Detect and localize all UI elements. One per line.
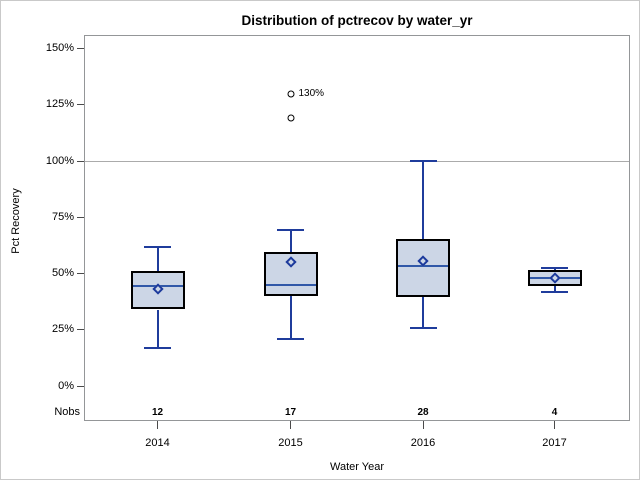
x-tick-label: 2014	[145, 437, 170, 449]
whisker-cap-upper	[144, 245, 171, 248]
y-tick	[77, 160, 84, 162]
whisker-stem-lower	[289, 296, 292, 339]
x-axis-label: Water Year	[329, 461, 384, 473]
nobs-value: 4	[551, 407, 558, 418]
outlier-point	[287, 114, 294, 122]
y-tick	[77, 273, 84, 275]
chart-title: Distribution of pctrecov by water_yr	[241, 13, 473, 28]
outlier-point	[287, 90, 294, 98]
box	[396, 238, 450, 298]
y-tick	[77, 48, 84, 50]
y-tick-label: 100%	[45, 154, 74, 167]
box	[130, 271, 185, 310]
x-tick-label: 2017	[542, 437, 567, 449]
y-tick-label: 50%	[51, 267, 74, 280]
y-tick	[77, 216, 84, 218]
whisker-cap-upper	[409, 160, 437, 163]
whisker-cap-lower	[409, 326, 437, 329]
y-tick	[77, 329, 84, 331]
y-tick	[77, 385, 84, 387]
whisker-cap-lower	[144, 346, 171, 349]
x-tick-label: 2015	[278, 437, 303, 449]
whisker-stem-lower	[422, 297, 424, 328]
nobs-row-label: Nobs	[54, 406, 80, 418]
x-tick	[157, 421, 158, 429]
nobs-value: 28	[417, 407, 429, 418]
y-tick-label: 0%	[58, 379, 74, 392]
x-tick	[422, 421, 424, 429]
whisker-cap-lower	[277, 337, 304, 340]
whisker-stem-lower	[156, 309, 159, 348]
x-tick	[554, 421, 555, 429]
x-tick	[290, 421, 291, 429]
nobs-value: 12	[151, 407, 164, 418]
y-tick-label: 150%	[45, 42, 74, 55]
whisker-stem-upper	[553, 267, 556, 271]
whisker-stem-upper	[156, 246, 159, 272]
y-tick	[77, 104, 84, 106]
whisker-stem-upper	[289, 229, 292, 253]
x-tick-label: 2016	[410, 437, 436, 449]
nobs-value: 17	[284, 407, 297, 418]
whisker-stem-upper	[422, 161, 424, 239]
plot-area	[84, 35, 630, 421]
reference-line-100	[85, 161, 629, 163]
median-line	[265, 283, 316, 286]
y-tick-label: 125%	[45, 98, 74, 111]
outlier-label: 130%	[298, 87, 325, 99]
y-tick-label: 25%	[51, 323, 74, 336]
y-axis-label: Pct Recovery	[10, 188, 22, 254]
whisker-cap-lower	[541, 290, 568, 293]
y-tick-label: 75%	[51, 210, 74, 223]
whisker-cap-upper	[541, 266, 568, 269]
whisker-cap-upper	[277, 228, 304, 231]
whisker-stem-lower	[553, 285, 556, 292]
